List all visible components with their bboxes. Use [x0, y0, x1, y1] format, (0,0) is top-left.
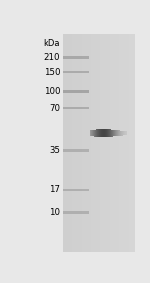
Bar [84, 34, 85, 252]
Bar [86, 34, 87, 252]
Bar [92, 34, 93, 252]
Text: 100: 100 [44, 87, 60, 96]
Bar [94, 34, 95, 252]
Bar [105, 34, 106, 252]
Bar [63, 188, 88, 191]
Bar [88, 34, 89, 252]
Bar [102, 34, 103, 252]
Bar [103, 34, 104, 252]
Bar [90, 34, 91, 252]
Bar [78, 34, 79, 252]
Bar [75, 34, 76, 252]
Text: 17: 17 [49, 185, 60, 194]
Bar [130, 34, 131, 252]
Bar [95, 34, 96, 252]
Text: kDa: kDa [44, 39, 60, 48]
Bar [99, 34, 100, 252]
Bar [109, 34, 110, 252]
Bar [106, 34, 107, 252]
Bar [89, 34, 90, 252]
Bar [114, 34, 115, 252]
Bar [132, 34, 133, 252]
Bar [115, 34, 116, 252]
Bar [100, 34, 101, 252]
Bar [127, 34, 128, 252]
Bar [128, 34, 129, 252]
Bar [74, 34, 75, 252]
Bar [71, 34, 72, 252]
Bar [116, 34, 117, 252]
Bar [63, 56, 88, 59]
Text: 35: 35 [49, 146, 60, 155]
Bar [120, 34, 121, 252]
Bar [73, 34, 74, 252]
Bar [63, 149, 88, 152]
Bar [63, 71, 88, 73]
Bar [96, 34, 97, 252]
Bar [98, 34, 99, 252]
Bar [118, 34, 119, 252]
Bar [63, 107, 88, 109]
Bar [72, 34, 73, 252]
Text: 70: 70 [49, 104, 60, 113]
Bar [68, 34, 69, 252]
Bar [77, 34, 78, 252]
Bar [64, 34, 65, 252]
Bar [65, 34, 66, 252]
Bar [87, 34, 88, 252]
Bar [97, 34, 98, 252]
Bar [126, 34, 127, 252]
Bar [63, 34, 135, 252]
Bar [101, 34, 102, 252]
Bar [66, 34, 67, 252]
Bar [69, 34, 70, 252]
Bar [63, 34, 64, 252]
Text: 150: 150 [44, 68, 60, 77]
Bar [112, 34, 113, 252]
Bar [129, 34, 130, 252]
Bar [113, 34, 114, 252]
Bar [134, 34, 135, 252]
Bar [93, 34, 94, 252]
Bar [121, 34, 122, 252]
Bar [108, 34, 109, 252]
Bar [63, 90, 88, 93]
Bar [111, 34, 112, 252]
Text: 210: 210 [44, 53, 60, 62]
Bar [67, 34, 68, 252]
Bar [133, 34, 134, 252]
Bar [83, 34, 84, 252]
Bar [70, 34, 71, 252]
Bar [110, 34, 111, 252]
Bar [82, 34, 83, 252]
Bar [91, 34, 92, 252]
Bar [123, 34, 124, 252]
Bar [76, 34, 77, 252]
Bar [125, 34, 126, 252]
Bar [63, 211, 88, 214]
Bar [85, 34, 86, 252]
Bar [79, 34, 80, 252]
Bar [104, 34, 105, 252]
Bar [81, 34, 82, 252]
Bar [124, 34, 125, 252]
Bar [80, 34, 81, 252]
Bar [131, 34, 132, 252]
Bar [107, 34, 108, 252]
Text: 10: 10 [49, 208, 60, 217]
Bar [119, 34, 120, 252]
Bar [117, 34, 118, 252]
Bar [122, 34, 123, 252]
